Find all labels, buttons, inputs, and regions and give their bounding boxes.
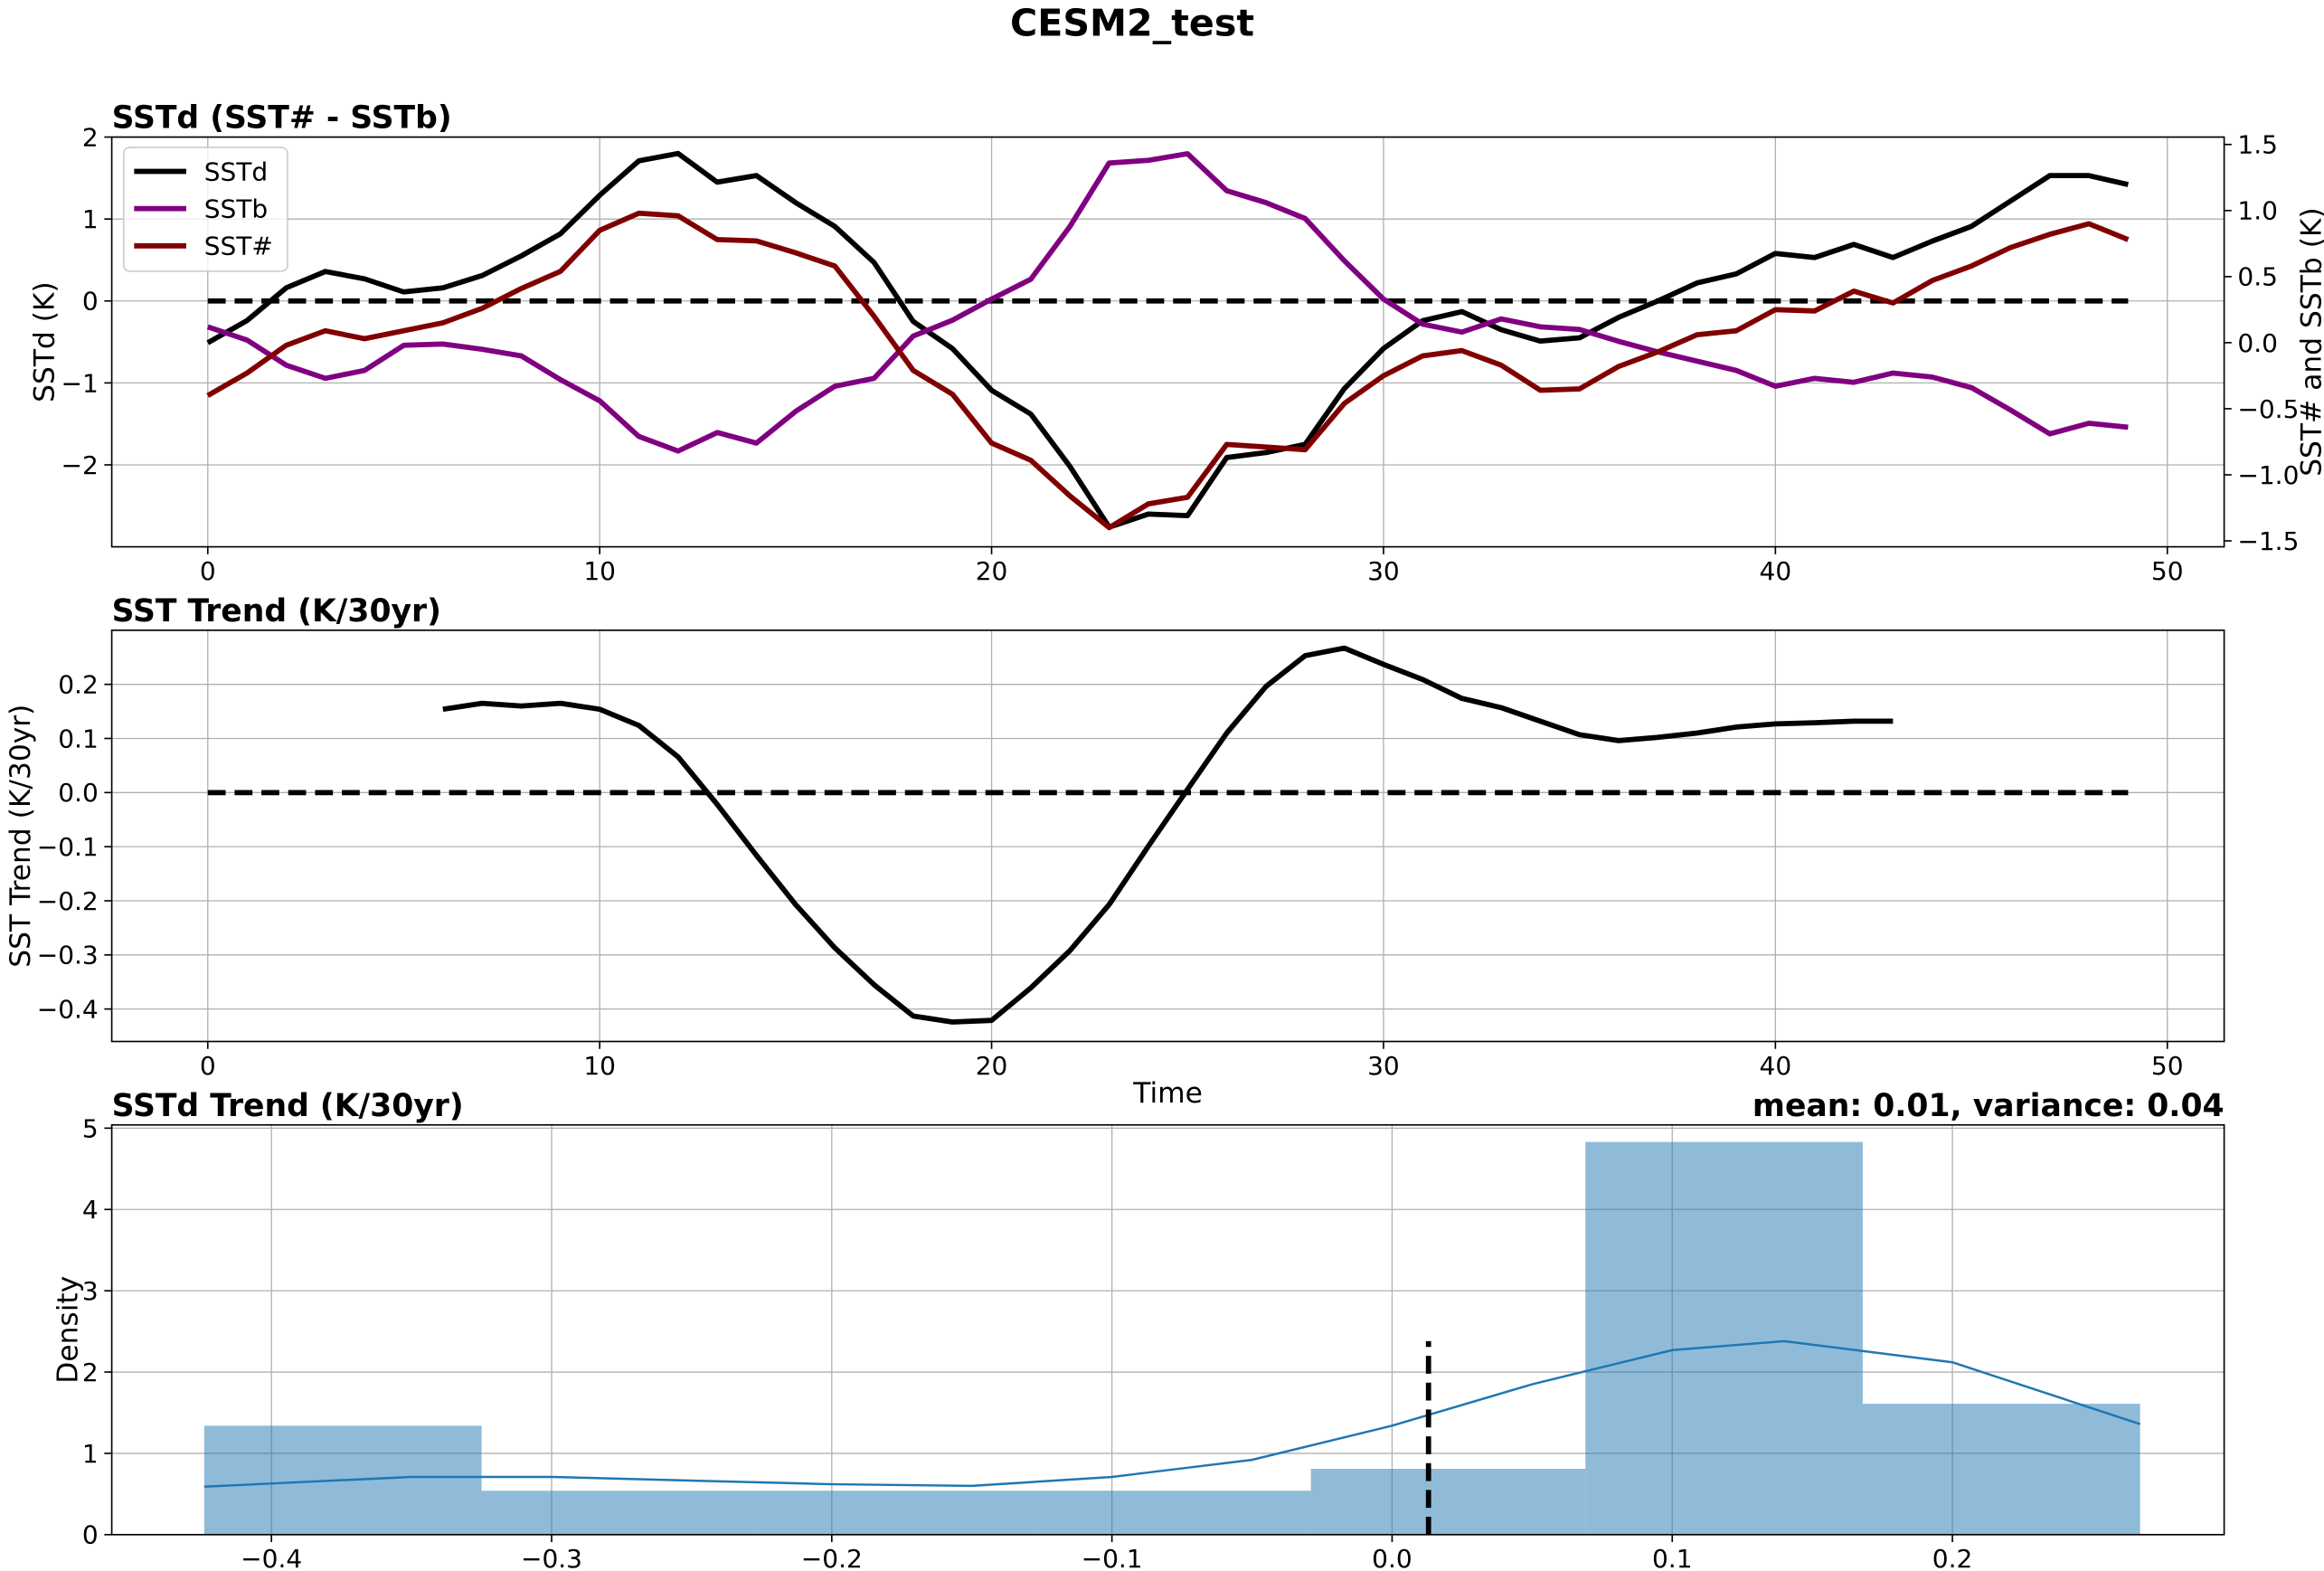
y-axis-label: SST Trend (K/30yr) bbox=[5, 705, 37, 968]
annotation: mean: 0.01, variance: 0.04 bbox=[1752, 1088, 2225, 1124]
axes-frame bbox=[110, 629, 2225, 1043]
y-tick-label: −0.4 bbox=[37, 995, 99, 1025]
y-tick-label: 0 bbox=[82, 1520, 99, 1550]
legend: SSTd SSTb SST# bbox=[122, 147, 288, 272]
x-tick-label: 0 bbox=[200, 556, 216, 586]
legend-label: SSTd bbox=[204, 156, 268, 186]
y-tick-label: 0.1 bbox=[58, 724, 99, 753]
y-tick-label: −0.1 bbox=[37, 832, 99, 862]
panel: 0 10 20 30 40 50 −2 −1 0 1 2 −1.5 −1.0 −0.5 0.0 0.5 1.0 1… bbox=[28, 100, 2324, 586]
y-tick-label: 3 bbox=[82, 1276, 99, 1306]
y-tick-label: 0.0 bbox=[58, 778, 99, 808]
y-tick-label: 2 bbox=[82, 122, 99, 152]
y-tick-label: 0 bbox=[82, 287, 99, 317]
kde-curve bbox=[203, 1339, 2141, 1489]
x-tick-label: 10 bbox=[583, 1051, 616, 1081]
x-tick-label: 0 bbox=[200, 1051, 216, 1081]
y-axis-label: SSTd (K) bbox=[28, 281, 61, 402]
y-tick-label: 1 bbox=[82, 204, 99, 234]
x-tick-label: 40 bbox=[1760, 1051, 1792, 1081]
y2-tick-label: −1.0 bbox=[2237, 460, 2299, 490]
x-tick-label: 0.2 bbox=[1932, 1544, 1973, 1571]
panel-title: SSTd (SST# - SSTb) bbox=[112, 100, 452, 137]
legend-frame bbox=[122, 147, 288, 272]
y-axis-label: Density bbox=[52, 1276, 85, 1384]
x-tick-label: 50 bbox=[2151, 1051, 2184, 1081]
series-line bbox=[206, 150, 2130, 530]
y-tick-label: 5 bbox=[82, 1113, 99, 1143]
series-line bbox=[206, 151, 2129, 454]
y2-tick-label: −0.5 bbox=[2237, 394, 2299, 424]
y-tick-label: −2 bbox=[61, 450, 98, 480]
legend-label: SST# bbox=[204, 232, 273, 261]
x-tick-label: −0.1 bbox=[1082, 1544, 1143, 1571]
x-tick-label: 20 bbox=[976, 556, 1008, 586]
series-line bbox=[206, 210, 2130, 531]
axes-frame bbox=[110, 136, 2225, 548]
x-tick-label: 40 bbox=[1760, 556, 1792, 586]
panel-title: SST Trend (K/30yr) bbox=[112, 593, 441, 629]
y-tick-label: 0.2 bbox=[58, 670, 99, 700]
y-tick-label: −1 bbox=[61, 368, 98, 398]
x-tick-label: 10 bbox=[583, 556, 616, 586]
y-tick-label: 4 bbox=[82, 1195, 99, 1225]
panel: −0.4 −0.3 −0.2 −0.1 0.0 0.1 0.2 0 1 2 3 4 5 SSTd Tren… bbox=[52, 1088, 2225, 1571]
y2-tick-label: 0.0 bbox=[2237, 328, 2278, 358]
y-tick-label: 2 bbox=[82, 1358, 99, 1387]
x-axis-label: Time bbox=[1132, 1077, 1203, 1110]
y-tick-label: −0.3 bbox=[37, 941, 99, 970]
series-line bbox=[442, 645, 1894, 1025]
y2-tick-label: 1.0 bbox=[2237, 196, 2278, 226]
x-tick-label: −0.3 bbox=[521, 1544, 582, 1571]
histogram-bar bbox=[1862, 1404, 2140, 1535]
panel-title: SSTd Trend (K/30yr) bbox=[112, 1088, 464, 1124]
y2-tick-label: 1.5 bbox=[2237, 130, 2278, 160]
x-tick-label: −0.2 bbox=[801, 1544, 863, 1571]
y-tick-label: 1 bbox=[82, 1439, 99, 1469]
histogram-bar bbox=[1585, 1141, 1863, 1535]
axes-frame bbox=[110, 1123, 2225, 1536]
x-tick-label: −0.4 bbox=[241, 1544, 302, 1571]
figure-title: CESM2_test bbox=[1010, 2, 1254, 45]
x-tick-label: 30 bbox=[1367, 556, 1400, 586]
y-tick-label: −0.2 bbox=[37, 886, 99, 916]
x-tick-label: 30 bbox=[1367, 1051, 1400, 1081]
x-tick-label: 0.1 bbox=[1652, 1544, 1693, 1571]
histogram-bar bbox=[756, 1491, 1034, 1535]
x-tick-label: 0.0 bbox=[1372, 1544, 1412, 1571]
y2-tick-label: −1.5 bbox=[2237, 526, 2299, 556]
histogram-bar bbox=[481, 1491, 757, 1535]
histogram-bar bbox=[1310, 1468, 1586, 1535]
x-tick-label: 50 bbox=[2151, 556, 2184, 586]
y2-tick-label: 0.5 bbox=[2237, 262, 2278, 292]
legend-label: SSTb bbox=[204, 194, 268, 224]
y2-axis-label: SST# and SSTb (K) bbox=[2296, 207, 2324, 476]
x-tick-label: 20 bbox=[976, 1051, 1008, 1081]
histogram-bar bbox=[1033, 1491, 1311, 1535]
panel: 0 10 20 30 40 50 −0.4 −0.3 −0.2 −0.1 0.0 0.1 0.2 SST … bbox=[5, 593, 2225, 1110]
